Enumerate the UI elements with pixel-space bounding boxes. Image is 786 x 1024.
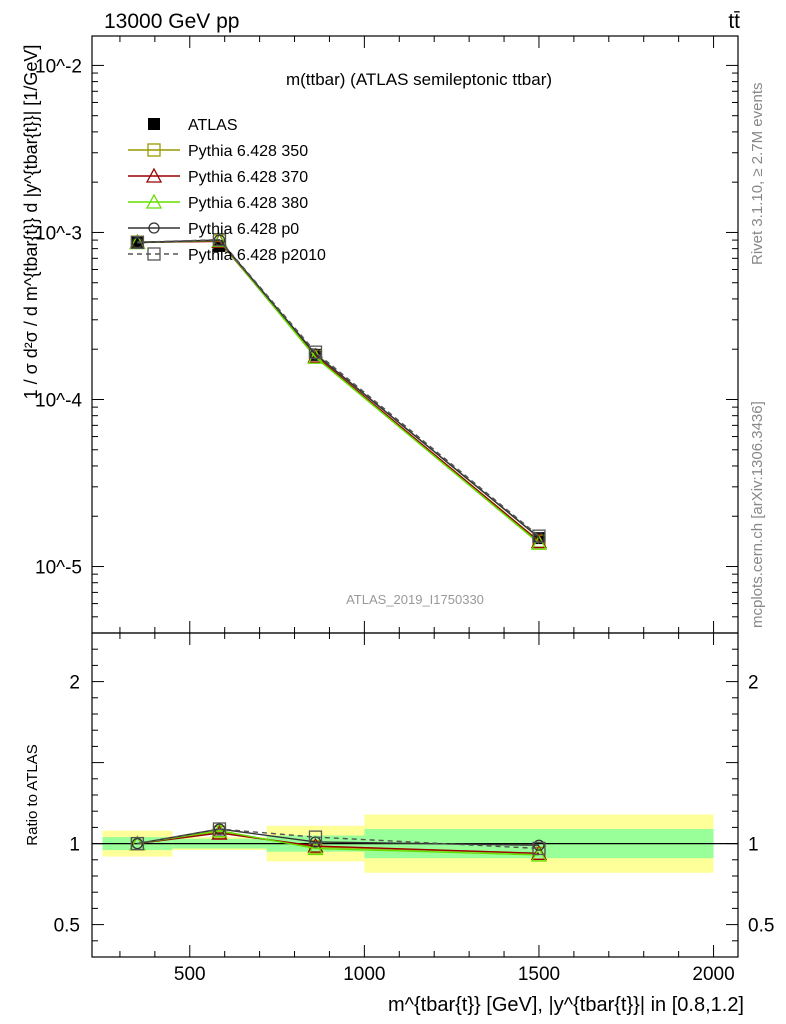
legend-marker [148, 118, 160, 130]
legend-marker [148, 222, 160, 234]
ratio-tick-label-right: 0.5 [748, 916, 774, 937]
y-tick-label: 10^-2 [35, 56, 82, 77]
series-line [137, 240, 540, 542]
legend-marker [147, 143, 161, 157]
axes: 500 1000 1500 2000 10^-2 10^-3 10^-4 10^-5 2 2 1 1 0… [35, 35, 774, 985]
series-ratio-point [533, 839, 545, 851]
ratio-tick-label-right: 2 [748, 673, 759, 694]
series-line [137, 240, 540, 543]
process-label: tt̄ [728, 10, 740, 33]
ratio-tick-label-right: 1 [748, 835, 759, 856]
mcplots-label: mcplots.cern.ch [arXiv:1306.3436] [749, 401, 766, 628]
y-tick-label: 10^-4 [35, 390, 82, 411]
legend-label: ATLAS [188, 117, 238, 134]
legend-label: Pythia 6.428 380 [188, 195, 308, 212]
x-tick-label: 500 [174, 964, 206, 985]
energy-label: 13000 GeV pp [104, 10, 239, 33]
series-point [130, 235, 145, 250]
y-tick-label: 10^-5 [35, 558, 82, 579]
series-ratio-line [137, 828, 539, 850]
legend-label: Pythia 6.428 350 [188, 143, 308, 160]
series-ratio-point [532, 841, 546, 856]
series-ratio-point [213, 823, 226, 835]
series-ratio-point [212, 822, 227, 836]
legend-label: Pythia 6.428 p2010 [188, 247, 326, 264]
series-line [137, 238, 540, 537]
x-tick-label: 2000 [692, 964, 734, 985]
ratio-panel [92, 822, 738, 862]
x-tick-label: 1000 [343, 964, 385, 985]
ratio-tick-label: 0.5 [54, 916, 80, 937]
series-ratio-point [308, 830, 323, 844]
series-point [532, 529, 546, 543]
series-ratio-line [137, 829, 539, 856]
chart-title: m(ttbar) (ATLAS semileptonic ttbar) [286, 70, 552, 89]
ratio-frame [91, 632, 739, 958]
series-line [137, 239, 540, 544]
legend-marker [145, 193, 163, 209]
series-ratio-point [131, 837, 144, 850]
series-point [309, 348, 322, 360]
ratio-y-axis-label: Ratio to ATLAS [24, 744, 41, 845]
legend-label: Pythia 6.428 370 [188, 169, 308, 186]
legend: ATLAS Pythia 6.428 350 Pythia 6.428 370 Pyt… [128, 117, 326, 264]
ratio-tick-label: 2 [69, 673, 80, 694]
x-axis-label: m^{tbar{t}} [GeV], |y^{tbar{t}}| in [0.8… [388, 994, 744, 1016]
series-ratio-point [530, 844, 548, 860]
rivet-label: Rivet 3.1.10, ≥ 2.7M events [749, 83, 766, 266]
chart-watermark: ATLAS_2019_I1750330 [346, 592, 484, 607]
series-ratio-line [137, 828, 539, 846]
series-point [212, 233, 227, 247]
legend-marker [145, 167, 163, 183]
x-tick-label: 1500 [518, 964, 560, 985]
legend-marker [147, 247, 161, 261]
series-ratio-point [130, 836, 145, 851]
series-point [308, 345, 323, 359]
series-ratio-point [307, 840, 324, 856]
main-panel [129, 232, 548, 550]
legend-label: Pythia 6.428 p0 [188, 221, 299, 238]
y-axis-label: 1 / σ d²σ / d m^{tbar{t}} d |y^{tbar{t}}… [21, 45, 41, 400]
y-tick-label: 10^-3 [35, 223, 82, 244]
series-ratio-point [309, 836, 322, 848]
ratio-tick-label: 1 [69, 835, 80, 856]
